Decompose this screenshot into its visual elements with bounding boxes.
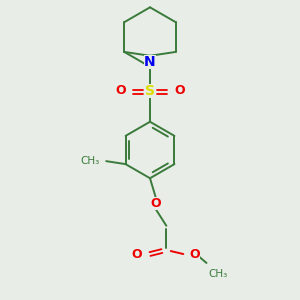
Text: N: N	[144, 55, 156, 69]
Text: O: O	[151, 197, 161, 210]
Text: O: O	[131, 248, 142, 260]
Text: S: S	[145, 84, 155, 98]
Text: O: O	[115, 84, 126, 97]
Text: O: O	[174, 84, 185, 97]
Text: CH₃: CH₃	[80, 156, 100, 166]
Text: CH₃: CH₃	[208, 269, 227, 279]
Text: O: O	[189, 248, 200, 260]
